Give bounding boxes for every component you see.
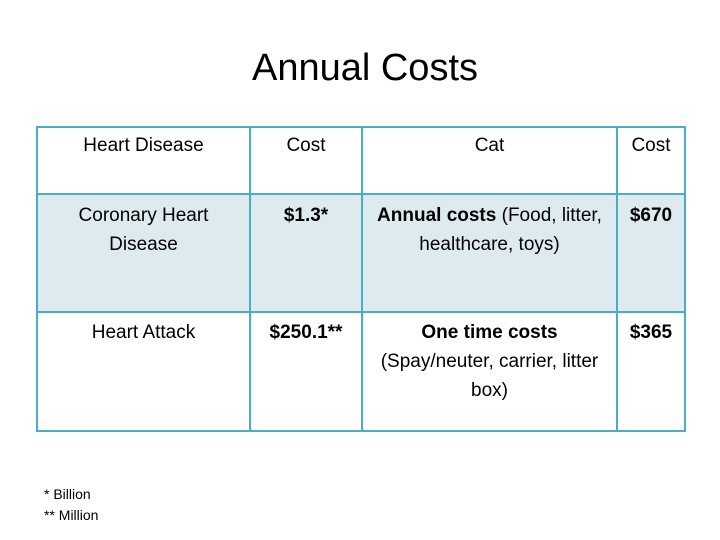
cat-cost-cell: $365: [616, 311, 686, 432]
cat-cost-details: (Food, litter, healthcare, toys): [419, 205, 602, 255]
cat-cost-cell: $670: [616, 193, 686, 313]
footnotes: * Billion ** Million: [44, 484, 98, 526]
cost-comparison-table: Heart Disease Cost Cat Cost Coronary Hea…: [36, 126, 686, 432]
disease-cost-cell: $250.1**: [249, 311, 363, 432]
cat-cost-type: Annual costs: [377, 205, 497, 226]
footnote-million: ** Million: [44, 507, 99, 523]
cat-cell: Annual costs (Food, litter, healthcare, …: [361, 193, 618, 313]
table-row: Coronary Heart Disease $1.3* Annual cost…: [36, 193, 686, 313]
disease-cell: Heart Attack: [36, 311, 251, 432]
slide-title: Annual Costs: [251, 47, 478, 89]
cat-cost-type: One time costs: [421, 322, 558, 343]
disease-cell: Coronary Heart Disease: [36, 193, 251, 313]
header-cat-cost: Cost: [616, 126, 686, 195]
disease-cost-cell: $1.3*: [249, 193, 363, 313]
cat-cell: One time costs (Spay/neuter, carrier, li…: [361, 311, 618, 432]
footnote-billion: * Billion: [44, 486, 91, 502]
header-cat: Cat: [361, 126, 618, 195]
header-cost: Cost: [249, 126, 363, 195]
cat-cost-details: (Spay/neuter, carrier, litter box): [380, 351, 599, 401]
header-heart-disease: Heart Disease: [36, 126, 251, 195]
table-row: Heart Attack $250.1** One time costs (Sp…: [36, 311, 686, 432]
table-header-row: Heart Disease Cost Cat Cost: [36, 126, 686, 195]
